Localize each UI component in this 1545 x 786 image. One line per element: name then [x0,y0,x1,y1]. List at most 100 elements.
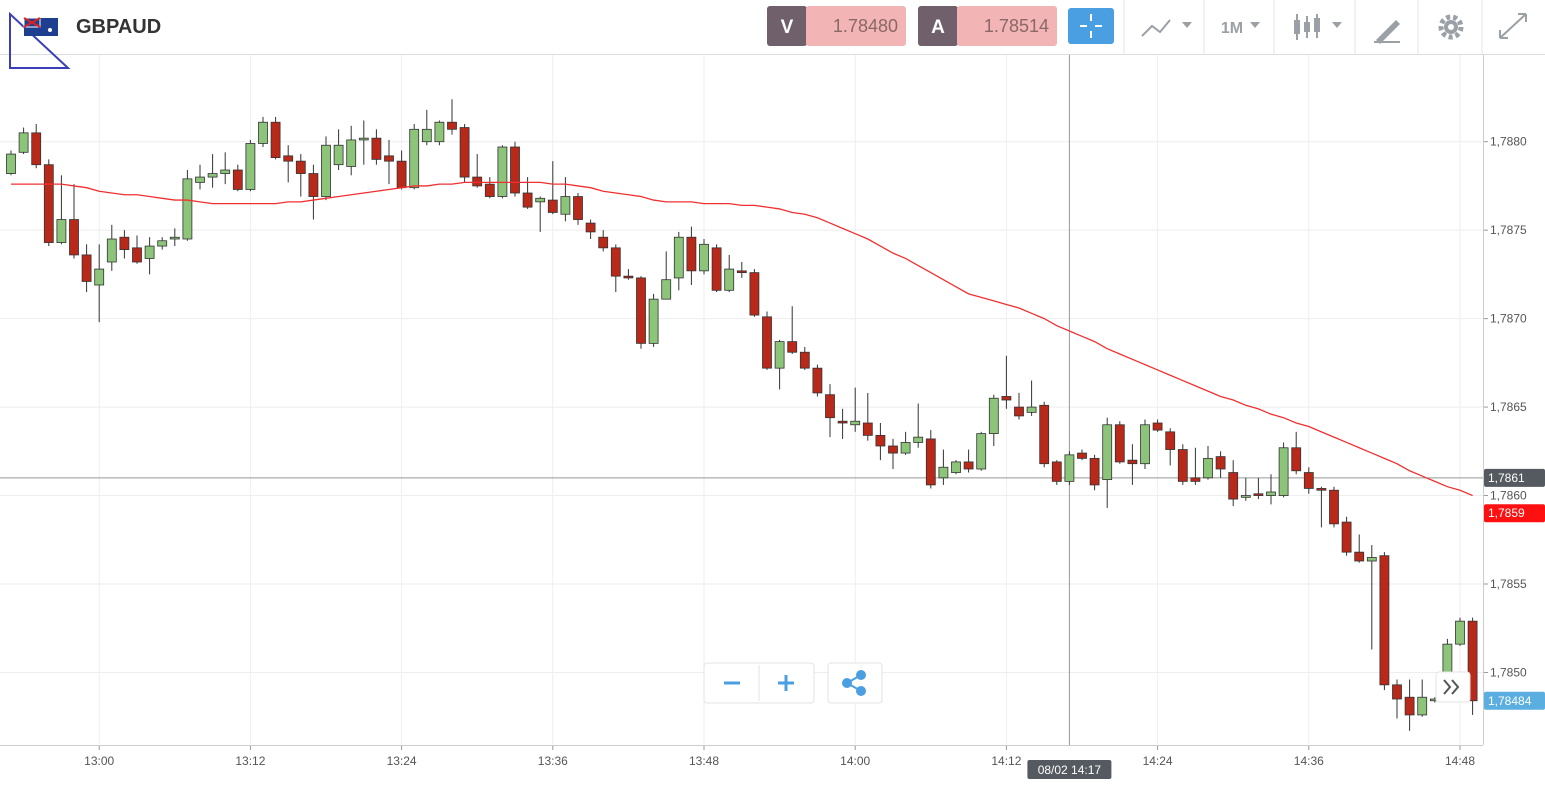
candle-up [195,176,205,183]
candle-up [434,121,445,143]
y-tick-label: 1,7865 [1490,400,1527,414]
candle-down [1291,447,1302,472]
candle-up [106,238,117,263]
candle-down [1152,422,1163,431]
candle-down [459,127,470,178]
scroll-latest-button[interactable] [1435,671,1471,703]
candle-down [510,146,520,194]
candle-up [333,144,344,166]
candle-up [346,139,357,167]
candle-down [862,422,873,436]
y-tick-label: 1,7850 [1490,665,1527,679]
candle-up [900,442,911,454]
bid-price: 1.78480 [833,16,898,36]
candle-down [925,438,936,486]
moving-average-line [11,181,1473,497]
candle-down [1303,472,1314,489]
candle-up [169,236,180,240]
candle-up [1240,495,1251,498]
share-button[interactable] [827,662,883,704]
candle-up [560,196,571,215]
candle-down [573,196,583,220]
price-label: 1,7861 [1488,471,1525,485]
axis-labels: 1,7861 1,7859 1,78484 08/02 14:17 [1027,468,1545,779]
candle-down [1165,431,1176,450]
candle-down [1379,555,1390,686]
candle-up [661,279,672,300]
x-tick-label: 13:36 [538,754,568,768]
y-tick-label: 1,7870 [1490,312,1527,326]
timeframe-caret [1250,22,1260,28]
candle-down [799,351,810,369]
settings-button[interactable] [1438,14,1464,40]
candle-up [207,173,218,178]
candle-down [81,254,92,282]
candle-down [1039,404,1050,465]
candle-down [308,173,319,197]
candle-up [56,219,67,243]
candle-down [1404,696,1415,716]
candle-up [94,268,105,286]
candle-up [673,236,684,279]
candle-down [1215,456,1226,470]
candle-up [1203,457,1213,479]
candle-up [535,197,546,203]
ask-box[interactable] [957,6,1057,46]
candle-up [938,466,949,479]
toolbar-separators [1123,0,1483,54]
x-tick-label: 13:48 [689,754,719,768]
candle-down [812,367,823,394]
x-tick-label: 14:36 [1294,754,1324,768]
timeframe[interactable]: 1M [1221,20,1243,37]
candle-up [1417,696,1428,716]
bid-box[interactable] [806,6,906,46]
candle-down [825,394,835,419]
y-tick-label: 1,7860 [1490,489,1527,503]
draw-button[interactable] [1374,20,1400,44]
candle-down [447,121,457,130]
candle-up [1266,491,1276,496]
candle-down [69,219,79,256]
ask-price: 1.78514 [984,16,1049,36]
x-tick-label: 13:24 [387,754,417,768]
candle-down [787,341,798,353]
candle-up [913,436,924,443]
chart-type-button[interactable] [1141,19,1192,37]
candle-down [1114,424,1125,463]
candle-up [157,240,168,247]
x-tick-label: 14:24 [1143,754,1173,768]
crosshair-icon [1080,14,1102,38]
ask-badge[interactable] [918,6,958,46]
flag-icon [23,17,58,36]
fullscreen-button[interactable] [1499,13,1527,39]
candle-down [484,183,495,197]
candle-up [976,433,987,470]
crosshair-button[interactable] [1068,8,1114,44]
zoom-in[interactable] [778,675,794,691]
candle-up [774,341,785,369]
bid-label: V [781,17,794,38]
candle-up [1366,557,1377,562]
price-label-box [1484,468,1545,487]
candle-down [232,169,243,190]
candle-down [270,121,281,159]
candle-up [1026,406,1037,413]
candle-down [472,176,483,187]
price-label: 1,7859 [1488,506,1525,520]
crosshair-time-label: 08/02 14:17 [1038,763,1102,777]
bid-badge[interactable] [767,6,807,46]
candle-down [1228,472,1239,500]
candles-button[interactable] [1294,14,1342,40]
x-tick-label: 14:00 [840,754,870,768]
crosshair-time-box [1027,760,1112,779]
candle-down [1190,477,1201,482]
ask-label: A [931,17,945,38]
candle-down [522,192,533,208]
candle-up [6,153,16,174]
candle-up [988,397,999,435]
plot-area: 1,7850 1,7855 1,7860 1,7865 1,7870 1,7875 1,78… [0,55,1527,768]
candle-up [699,243,709,272]
